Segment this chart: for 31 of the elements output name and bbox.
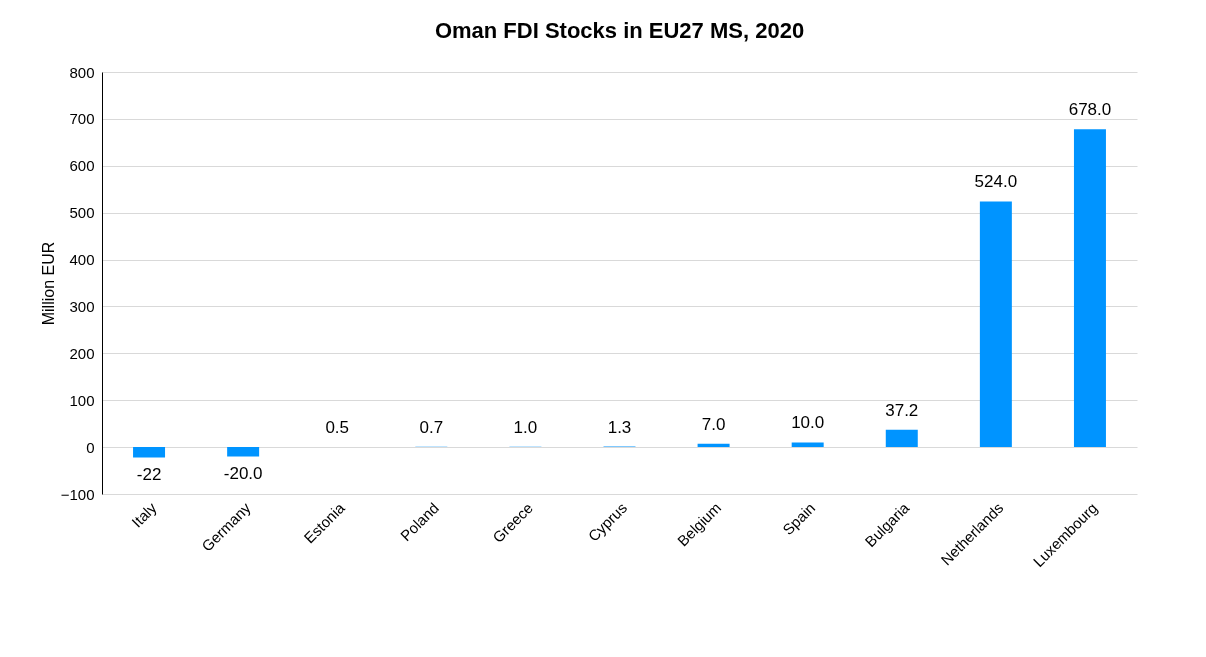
y-tick-label: −100 [60,485,95,503]
data-label: 37.2 [885,400,919,420]
data-label: 524.0 [974,172,1018,192]
bar [697,443,730,448]
bar [1073,129,1106,448]
y-tick-label: 500 [69,204,95,222]
bar [979,201,1012,448]
x-tick-label: Italy [128,498,160,531]
data-label: 10.0 [791,413,825,433]
y-tick-label: 700 [69,110,95,128]
data-label: 1.0 [513,417,538,437]
bar [791,442,824,448]
y-tick-label: 0 [86,438,95,456]
y-tick-label: 100 [69,391,95,409]
data-label: -22 [136,465,162,485]
bar [227,447,260,457]
y-tick-label: 600 [69,157,95,175]
bar [133,447,166,458]
chart-title: Oman FDI Stocks in EU27 MS, 2020 [434,18,805,43]
y-tick-label: 300 [69,297,95,315]
y-tick-label: 200 [69,344,95,362]
data-label: 0.7 [419,417,444,437]
y-axis-title: Million EUR [39,241,57,326]
data-label: 1.3 [607,417,632,437]
y-tick-label: 800 [69,63,95,81]
y-tick-label: 400 [69,251,95,269]
bar [885,429,918,448]
data-label: -20.0 [223,464,263,484]
data-label: 678.0 [1068,100,1112,120]
data-label: 7.0 [701,414,726,434]
data-label: 0.5 [325,417,350,437]
